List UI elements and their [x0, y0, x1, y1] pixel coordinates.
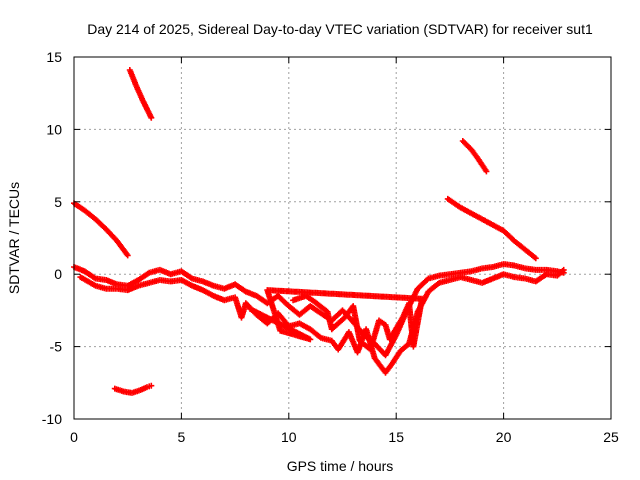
data-point	[247, 306, 254, 312]
x-tick-label: 5	[178, 429, 186, 445]
y-axis-title: SDTVAR / TECUs	[6, 182, 22, 294]
grid-layer	[74, 57, 611, 419]
y-tick-label: 15	[46, 49, 62, 65]
y-tick-label: 10	[46, 121, 62, 137]
data-point	[148, 114, 155, 121]
data-point	[124, 252, 131, 259]
x-tick-label: 10	[281, 429, 297, 445]
x-tick-label: 25	[603, 429, 619, 445]
data-point	[483, 168, 490, 175]
data-point	[560, 266, 567, 273]
y-tick-label: -10	[42, 411, 62, 427]
plot-frame	[73, 56, 612, 420]
data-layer	[71, 67, 567, 396]
x-tick-label: 15	[388, 429, 404, 445]
x-tick-label: 20	[496, 429, 512, 445]
y-tick-label: 0	[54, 266, 62, 282]
data-point	[532, 255, 539, 262]
y-tick-label: -5	[50, 339, 63, 355]
x-axis-title: GPS time / hours	[287, 458, 394, 474]
chart-title: Day 214 of 2025, Sidereal Day-to-day VTE…	[87, 21, 593, 37]
x-tick-label: 0	[70, 429, 78, 445]
y-tick-label: 5	[54, 194, 62, 210]
data-point	[148, 382, 155, 389]
tick-layer: 0 5 10 15 20 25 -10 -5 0 5 10 15	[42, 49, 619, 445]
